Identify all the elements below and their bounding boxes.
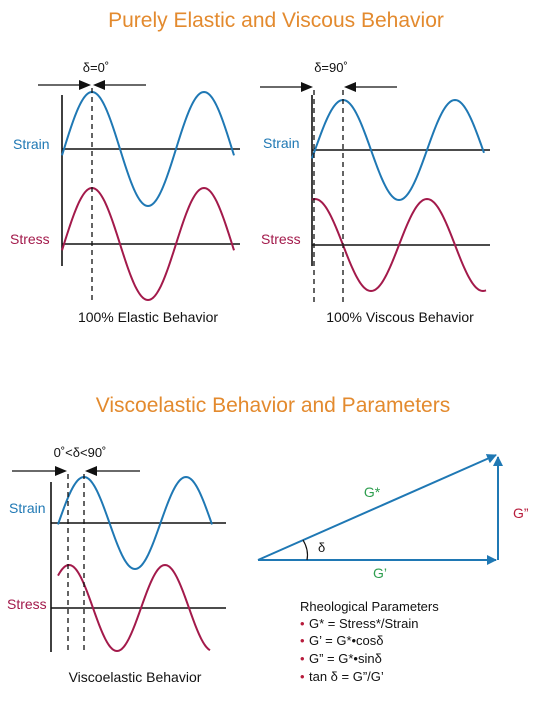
parameter-item: • tan δ = G”/G’ bbox=[300, 669, 384, 684]
viscoelastic-stress-wave bbox=[57, 563, 211, 653]
rheological-parameters: Rheological Parameters • G* = Stress*/St… bbox=[300, 599, 439, 684]
parameter-text: tan δ = G”/G’ bbox=[309, 669, 384, 684]
elastic-strain-wave bbox=[61, 90, 235, 208]
parameter-text: G* = Stress*/Strain bbox=[309, 616, 418, 631]
section-title-top: Purely Elastic and Viscous Behavior bbox=[108, 9, 444, 32]
viscoelastic-caption: Viscoelastic Behavior bbox=[69, 669, 202, 685]
elastic-left-arrowhead bbox=[79, 80, 91, 90]
section-title-bottom: Viscoelastic Behavior and Parameters bbox=[96, 394, 450, 417]
gdoubleprime-label: G” bbox=[513, 505, 529, 521]
viscoelastic-left-arrowhead bbox=[55, 466, 67, 476]
viscous-stress-wave bbox=[311, 197, 487, 293]
elastic-strain-label: Strain bbox=[13, 136, 50, 152]
parameter-item: • G’ = G*•cosδ bbox=[300, 633, 384, 648]
elastic-stress-wave bbox=[61, 186, 235, 302]
viscoelastic-right-arrowhead bbox=[85, 466, 97, 476]
elastic-stress-label: Stress bbox=[10, 231, 50, 247]
parameter-bullet: • bbox=[300, 633, 305, 648]
viscoelastic-panel: 0˚<δ<90˚ Strain Stress Viscoelastic Beha… bbox=[7, 445, 226, 685]
viscous-panel: δ=90˚ Strain Stress 100% Viscous Behavio… bbox=[260, 60, 490, 325]
viscous-strain-wave bbox=[311, 98, 485, 202]
gprime-label: G’ bbox=[373, 565, 387, 581]
parameter-item: • G” = G*•sinδ bbox=[300, 651, 382, 666]
viscous-stress-label: Stress bbox=[261, 231, 301, 247]
viscous-delta-label: δ=90˚ bbox=[314, 60, 348, 75]
parameter-text: G” = G*•sinδ bbox=[309, 651, 382, 666]
modulus-vector-triangle: G* G’ G” δ bbox=[257, 454, 529, 581]
parameters-title: Rheological Parameters bbox=[300, 599, 439, 614]
viscous-right-arrowhead bbox=[344, 82, 356, 92]
delta-angle-label: δ bbox=[318, 540, 325, 555]
viscoelastic-strain-label: Strain bbox=[9, 500, 46, 516]
elastic-delta-label: δ=0˚ bbox=[83, 60, 109, 75]
parameter-text: G’ = G*•cosδ bbox=[309, 633, 384, 648]
elastic-panel: δ=0˚ Strain Stress 100% Elastic Behavior bbox=[10, 60, 240, 325]
delta-angle-arc bbox=[302, 539, 309, 561]
parameter-bullet: • bbox=[300, 651, 305, 666]
viscous-strain-label: Strain bbox=[263, 135, 300, 151]
parameter-bullet: • bbox=[300, 616, 305, 631]
gstar-label: G* bbox=[364, 484, 381, 500]
gstar-vector bbox=[257, 454, 497, 561]
parameter-bullet: • bbox=[300, 669, 305, 684]
viscous-caption: 100% Viscous Behavior bbox=[326, 309, 474, 325]
viscoelastic-delta-label: 0˚<δ<90˚ bbox=[54, 445, 107, 460]
elastic-right-arrowhead bbox=[93, 80, 105, 90]
elastic-caption: 100% Elastic Behavior bbox=[78, 309, 218, 325]
parameter-item: • G* = Stress*/Strain bbox=[300, 616, 418, 631]
viscous-left-arrowhead bbox=[301, 82, 313, 92]
viscoelastic-stress-label: Stress bbox=[7, 596, 47, 612]
